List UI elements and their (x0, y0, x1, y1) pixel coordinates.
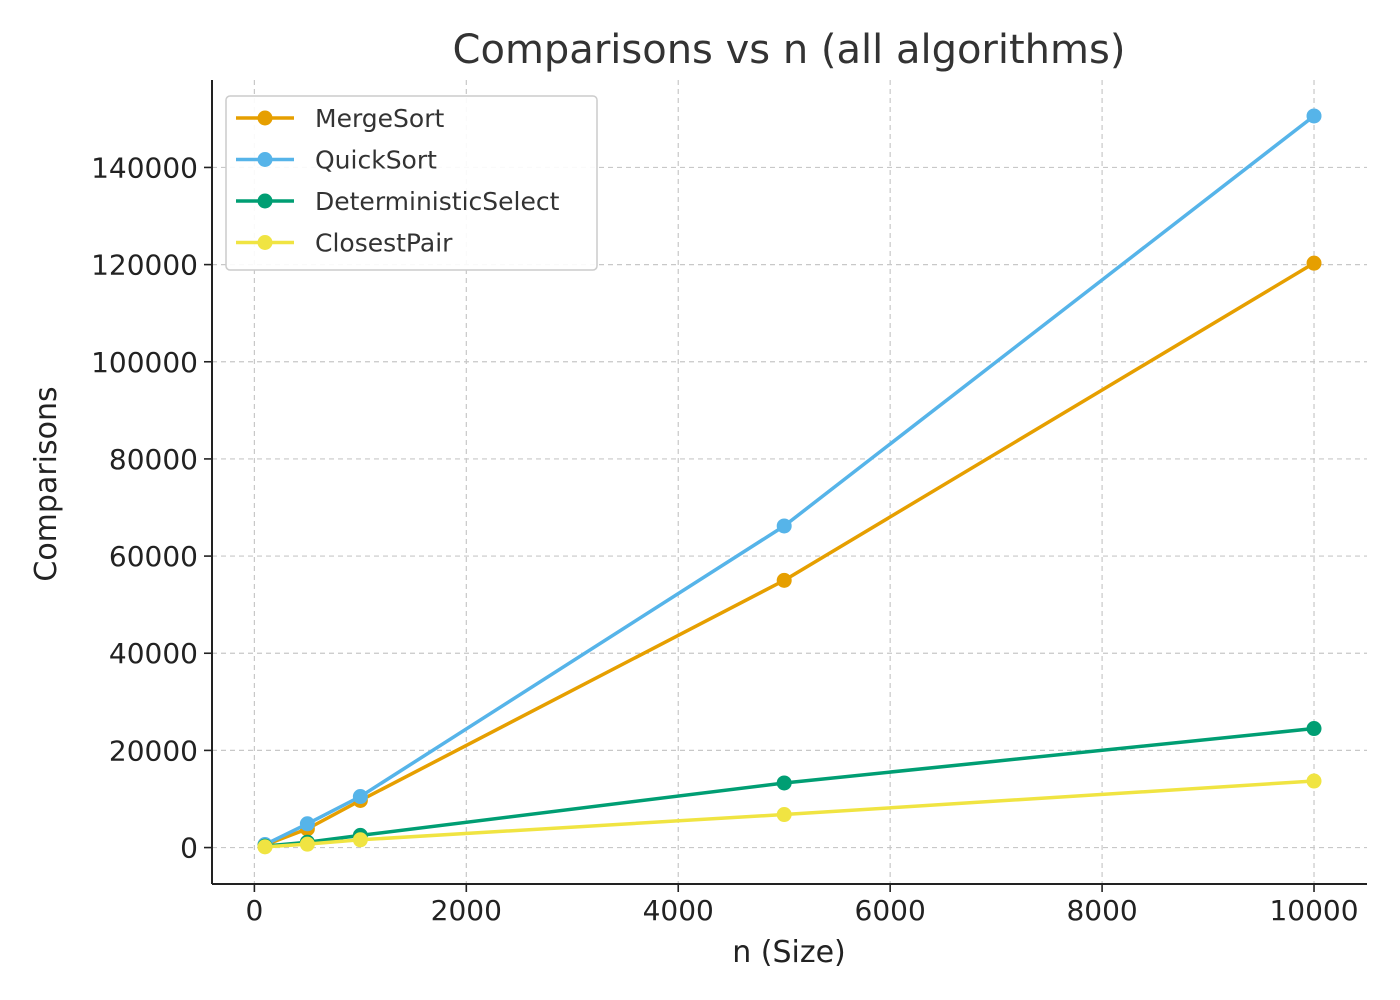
y-tick-label: 40000 (109, 637, 198, 670)
legend-item-deterministicselect: DeterministicSelect (236, 187, 560, 216)
x-tick-label: 6000 (855, 894, 926, 927)
data-point-quicksort (352, 789, 368, 805)
y-tick-label: 140000 (91, 151, 198, 184)
legend-marker (257, 193, 273, 209)
series-mergesort (257, 255, 1322, 853)
x-tick-label: 2000 (431, 894, 502, 927)
data-point-closestpair (299, 836, 315, 852)
x-tick-label: 8000 (1066, 894, 1137, 927)
data-point-mergesort (776, 572, 792, 588)
series-deterministicselect (257, 721, 1322, 854)
legend-item-closestpair: ClosestPair (236, 229, 453, 258)
legend-item-quicksort: QuickSort (236, 146, 437, 175)
series-layer (257, 108, 1322, 855)
data-point-closestpair (776, 807, 792, 823)
x-tick-label: 4000 (643, 894, 714, 927)
data-point-quicksort (299, 816, 315, 832)
y-tick-label: 0 (180, 832, 198, 865)
x-tick-label: 10000 (1269, 894, 1358, 927)
legend-marker (257, 152, 273, 167)
data-point-deterministicselect (1306, 721, 1322, 737)
legend-label: DeterministicSelect (315, 187, 560, 216)
chart-title: Comparisons vs n (all algorithms) (453, 27, 1126, 73)
data-point-closestpair (1306, 773, 1322, 789)
x-ticks: 0 2000 4000 6000 8000 10000 (245, 884, 1359, 927)
y-tick-label: 60000 (109, 540, 198, 573)
legend-box (225, 95, 598, 271)
y-ticks: 0 20000 40000 60000 80000 100000 120000 140000 (91, 151, 212, 865)
legend-marker (257, 110, 273, 126)
legend-label: ClosestPair (315, 229, 453, 258)
data-point-quicksort (776, 518, 792, 534)
legend-label: QuickSort (315, 146, 437, 175)
data-point-mergesort (1306, 255, 1322, 271)
data-point-deterministicselect (776, 775, 792, 791)
legend-label: MergeSort (315, 104, 444, 133)
data-point-closestpair (257, 839, 273, 855)
y-tick-label: 120000 (91, 249, 198, 282)
legend-marker (257, 235, 273, 250)
y-tick-label: 100000 (91, 346, 198, 379)
data-point-quicksort (1306, 108, 1322, 124)
y-tick-label: 80000 (109, 443, 198, 476)
x-axis-label: n (Size) (732, 935, 846, 970)
y-axis-label: Comparisons (29, 386, 64, 581)
legend-item-mergesort: MergeSort (236, 104, 444, 133)
legend: MergeSort QuickSort DeterministicSelect Clo… (225, 95, 598, 271)
series-closestpair (257, 773, 1322, 855)
data-point-closestpair (352, 832, 368, 848)
y-tick-label: 20000 (109, 734, 198, 767)
x-tick-label: 0 (245, 894, 263, 927)
